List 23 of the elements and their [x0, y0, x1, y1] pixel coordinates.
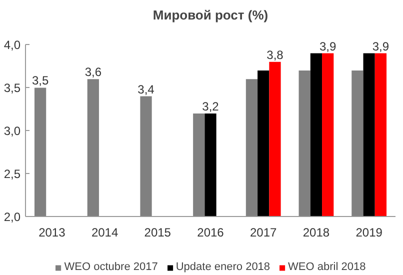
y-tick-label: 2,5: [4, 167, 21, 182]
data-label: 3,5: [32, 74, 49, 88]
data-label: 3,2: [202, 100, 220, 114]
y-tick-label: 2,0: [4, 210, 21, 224]
x-tick-label: 2018: [302, 226, 330, 240]
y-tick-label: 4,0: [4, 38, 21, 52]
x-tick-label: 2015: [144, 226, 172, 240]
data-label: 3,9: [320, 39, 337, 54]
x-tick-label: 2016: [197, 226, 224, 240]
chart-title: Мировой рост (%): [152, 8, 268, 22]
y-tick-label: 3,5: [4, 81, 21, 96]
data-label: 3,9: [372, 39, 390, 54]
legend-label: Update enero 2018: [176, 261, 270, 273]
x-tick-label: 2019: [356, 226, 383, 240]
data-label: 3,8: [266, 48, 284, 62]
data-label: 3,6: [84, 65, 102, 80]
data-label: 3,4: [138, 82, 155, 96]
legend-label: WEO abril 2018: [288, 261, 366, 273]
y-tick-label: 3,0: [4, 124, 21, 138]
legend-label: WEO octubre 2017: [64, 261, 158, 273]
x-tick-label: 2017: [250, 226, 278, 240]
x-tick-label: 2014: [91, 226, 118, 240]
x-tick-label: 2013: [38, 226, 66, 240]
